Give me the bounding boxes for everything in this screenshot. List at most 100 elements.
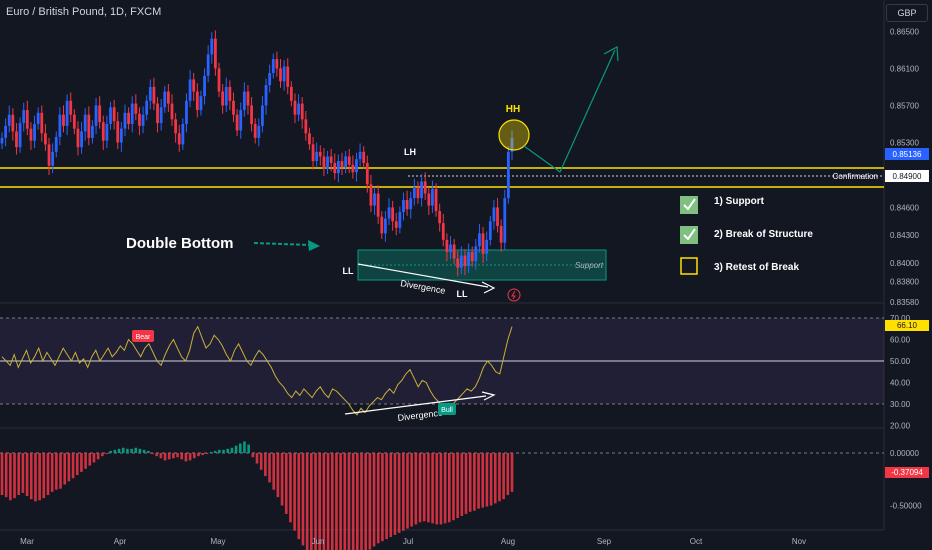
time-tick-label: Apr xyxy=(114,537,127,546)
macd-bar xyxy=(9,453,12,501)
candle xyxy=(15,131,18,148)
candle xyxy=(94,105,98,126)
candle xyxy=(456,258,460,268)
candle xyxy=(69,100,73,115)
macd-bar xyxy=(222,449,225,453)
candle xyxy=(242,91,246,111)
rsi-divergence-line xyxy=(344,395,487,415)
macd-histogram xyxy=(0,441,514,550)
candle xyxy=(380,216,384,234)
alert-icon[interactable] xyxy=(507,288,521,302)
candle xyxy=(387,207,391,219)
macd-bar xyxy=(113,449,117,453)
macd-value-label: -0.37094 xyxy=(891,468,923,477)
candle xyxy=(297,103,300,115)
candle xyxy=(101,122,105,141)
macd-bar xyxy=(264,453,267,477)
candlestick-series xyxy=(0,30,514,277)
candle xyxy=(355,159,358,173)
candle xyxy=(506,151,510,199)
check-box-1[interactable] xyxy=(680,196,698,214)
candle xyxy=(0,137,4,144)
candle xyxy=(271,59,275,73)
macd-bar xyxy=(435,453,439,525)
candle xyxy=(33,123,36,141)
candle xyxy=(427,193,431,206)
candle xyxy=(329,156,333,163)
macd-bar xyxy=(151,453,154,455)
macd-bar xyxy=(276,453,280,498)
candle xyxy=(29,128,33,141)
candle xyxy=(47,144,51,166)
macd-bar xyxy=(226,448,230,453)
candle xyxy=(130,103,134,124)
macd-bar xyxy=(284,453,288,514)
currency-button[interactable]: GBP xyxy=(886,4,928,22)
macd-bar xyxy=(234,445,238,453)
candle xyxy=(22,110,26,124)
candle xyxy=(199,96,203,111)
candle xyxy=(188,79,192,101)
candle xyxy=(141,114,145,126)
candle xyxy=(224,86,228,106)
bear-badge-label: Bear xyxy=(136,334,151,341)
macd-tick-label: 0.00000 xyxy=(890,449,919,458)
current-price-tag xyxy=(885,148,929,160)
candle xyxy=(293,100,297,115)
macd-bar xyxy=(42,453,46,499)
candle xyxy=(18,123,22,148)
macd-bar xyxy=(368,453,372,550)
price-divergence-arrowhead xyxy=(481,281,496,294)
candle xyxy=(98,105,102,123)
candle xyxy=(62,114,65,126)
price-tick-label: 0.86100 xyxy=(890,64,919,73)
macd-bar xyxy=(356,453,359,550)
macd-bar xyxy=(63,453,67,485)
macd-bar xyxy=(473,453,476,511)
macd-bar xyxy=(84,453,87,469)
price-tick-label: 0.85300 xyxy=(890,139,919,148)
macd-axis: 0.00000-0.50000-1.00000 xyxy=(890,449,922,511)
candle xyxy=(423,181,427,194)
candle xyxy=(257,125,261,138)
candle xyxy=(54,136,58,152)
candle xyxy=(112,107,116,122)
macd-bar xyxy=(109,450,112,453)
rsi-value-tag xyxy=(885,320,929,331)
macd-bar xyxy=(80,453,83,472)
macd-bar xyxy=(393,453,397,535)
time-tick-label: Nov xyxy=(792,537,806,546)
rsi-value-label: 66.10 xyxy=(897,321,918,330)
macd-bar xyxy=(510,453,514,492)
check-box-2[interactable] xyxy=(680,226,698,244)
candle xyxy=(384,218,387,234)
macd-bar xyxy=(163,453,167,461)
rsi-divergence-arrowhead xyxy=(481,391,496,401)
bull-badge xyxy=(438,403,456,415)
candle xyxy=(496,207,499,226)
checklist-item-3: 3) Retest of Break xyxy=(714,262,799,273)
macd-bar xyxy=(147,450,150,453)
candle xyxy=(282,66,286,82)
macd-bar xyxy=(427,453,430,523)
price-divergence-line xyxy=(357,263,489,288)
candle xyxy=(485,239,489,254)
macd-bar xyxy=(197,453,200,457)
macd-bar xyxy=(96,453,100,460)
ll-right-label: LL xyxy=(457,289,468,299)
candle xyxy=(333,162,337,174)
candle xyxy=(228,86,232,101)
macd-bar xyxy=(326,453,330,550)
check-box-3[interactable] xyxy=(680,257,698,275)
double-bottom-arrowhead xyxy=(308,240,320,251)
macd-bar xyxy=(272,453,276,490)
macd-bar xyxy=(485,453,489,507)
candle xyxy=(441,223,445,240)
macd-bar xyxy=(255,453,259,464)
macd-bar xyxy=(402,453,405,531)
candle xyxy=(116,121,120,143)
macd-bar xyxy=(389,453,393,537)
candle xyxy=(163,91,167,108)
candle xyxy=(499,225,503,243)
